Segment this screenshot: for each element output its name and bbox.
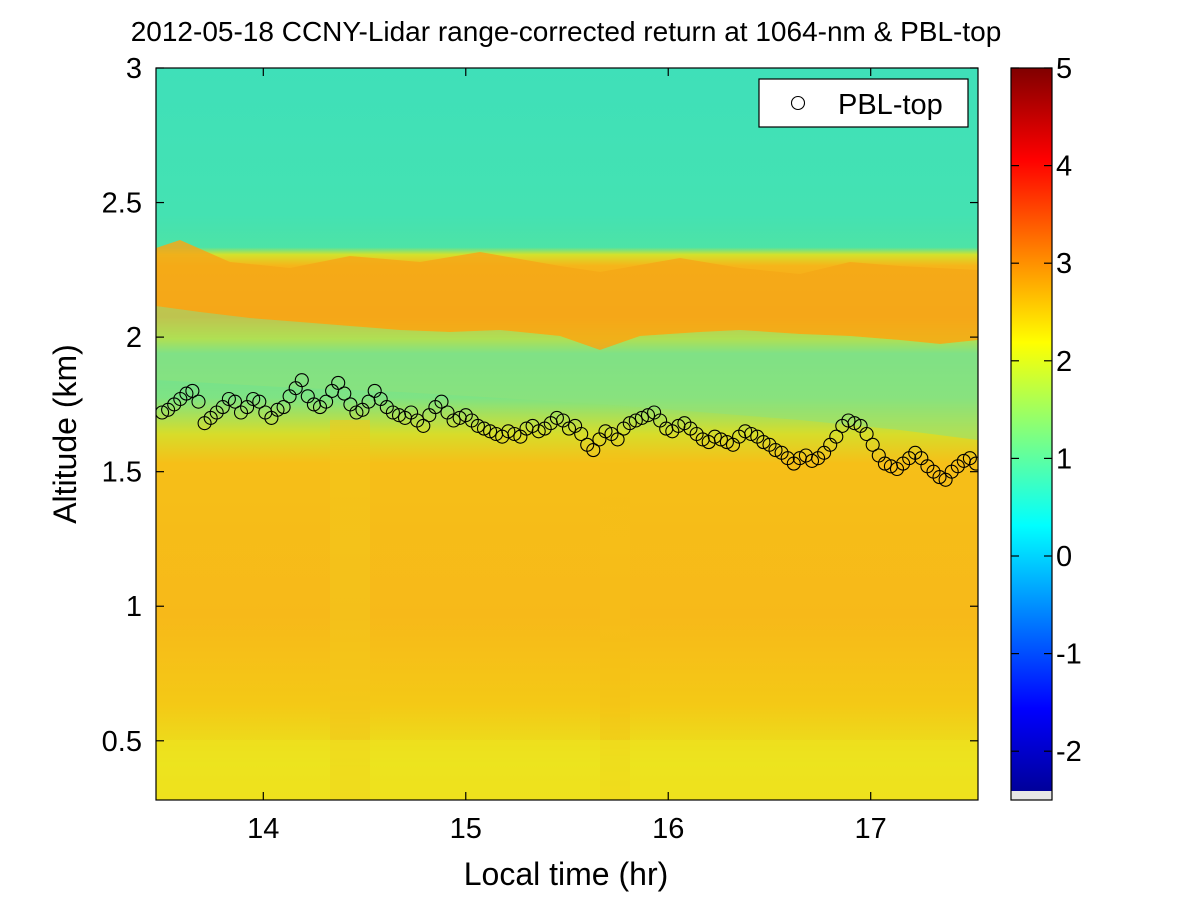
pbl-top-point [574,426,589,442]
colorbar-tick-label: 2 [1056,346,1072,378]
pbl-top-point [434,394,449,409]
legend-entry-pbl-top: PBL-top [838,89,943,121]
pbl-top-point [227,394,243,409]
pbl-top-point [586,443,601,458]
pbl-top-point [713,432,728,447]
pbl-top-point [416,418,431,433]
pbl-top-point [252,394,267,409]
pbl-top-point [738,424,753,439]
colorbar-swatch [1011,68,1052,800]
colorbar-underflow [1011,791,1052,800]
pbl-top-point [483,424,498,439]
pbl-top-point [156,405,170,420]
heatmap-field [156,68,978,800]
colorbar-tick-label: 5 [1056,53,1072,85]
y-tick-label: 2.5 [102,188,142,220]
pbl-top-point [221,391,236,407]
pbl-top-point [610,432,625,447]
pbl-top-point [756,435,771,450]
pbl-top-point [968,456,978,471]
pbl-top-point [549,410,564,425]
pbl-top-point [470,418,485,433]
x-axis-label: Local time (hr) [464,856,669,892]
pbl-top-point [349,405,364,420]
boundary-layer-streak [330,420,370,800]
pbl-top-point [719,435,734,450]
pbl-top-point [744,426,759,442]
pbl-top-point [877,456,892,471]
y-tick-label: 0.5 [102,726,142,758]
legend: PBL-top [758,78,969,128]
pbl-top-point [531,424,546,439]
pbl-top-point [634,410,649,425]
x-tick-label: 14 [247,813,279,845]
y-tick-label: 2 [126,322,142,354]
pbl-top-point [598,424,613,439]
aerosol-layer-band [156,240,978,350]
pbl-top-point [847,416,862,431]
plot-area-frame [155,67,979,801]
heatmap-background [156,68,978,800]
pbl-top-point [501,424,516,439]
pbl-top-point [829,429,844,444]
pbl-top-series [156,373,978,487]
colorbar-tick-label: -1 [1056,639,1082,671]
pbl-top-point [628,413,643,428]
pbl-top-point [622,416,637,431]
pbl-top-point [179,386,194,401]
pbl-top-point [841,413,856,428]
pbl-top-point [185,383,200,398]
y-axis: 0.5 1 1.5 2 2.5 3 [102,53,978,758]
colorbar-tick-label: 1 [1056,443,1072,475]
transition-zone [156,306,978,440]
y-tick-label: 1.5 [102,457,142,489]
chart-title: 2012-05-18 CCNY-Lidar range-corrected re… [131,16,1002,47]
y-tick-label: 3 [126,53,142,85]
pbl-top-point [640,408,656,423]
pbl-top-point [476,421,492,436]
x-axis: 14 15 16 17 [247,68,887,845]
pbl-top-point [337,386,352,401]
pbl-top-point [561,421,577,436]
pbl-top-point [804,453,820,468]
pbl-top-point [246,391,261,407]
x-tick-label: 17 [855,813,887,845]
x-tick-label: 16 [652,813,684,845]
pbl-top-point [859,426,874,442]
pbl-top-point [865,437,880,452]
colorbar-tick-label: 0 [1056,541,1072,573]
colorbar-ticks: -2 -1 0 1 2 3 4 5 [1011,53,1082,768]
pbl-top-point [446,413,461,428]
colorbar-tick-label: 3 [1056,248,1072,280]
pbl-top-point [385,405,400,420]
pbl-top-point [507,426,522,442]
pbl-top-point [707,429,722,444]
colorbar-tick-label: -2 [1056,736,1082,768]
pbl-top-point [294,373,309,388]
colorbar-frame [1010,67,1053,801]
pbl-top-point [276,400,291,415]
y-tick-label: 1 [126,591,142,623]
colorbar: -2 -1 0 1 2 3 4 5 [1010,53,1082,801]
pbl-top-point [768,443,783,458]
pbl-top-point [270,402,285,417]
pbl-top-point [191,394,206,409]
near-surface-band [156,740,978,800]
y-axis-label: Altitude (km) [47,344,83,524]
pbl-top-point [331,375,346,390]
legend-marker [790,95,806,111]
x-tick-label: 15 [450,813,482,845]
legend-box [758,78,969,128]
pbl-top-point [932,470,947,485]
pbl-top-point [319,394,334,409]
colorbar-tick-label: 4 [1056,151,1072,183]
